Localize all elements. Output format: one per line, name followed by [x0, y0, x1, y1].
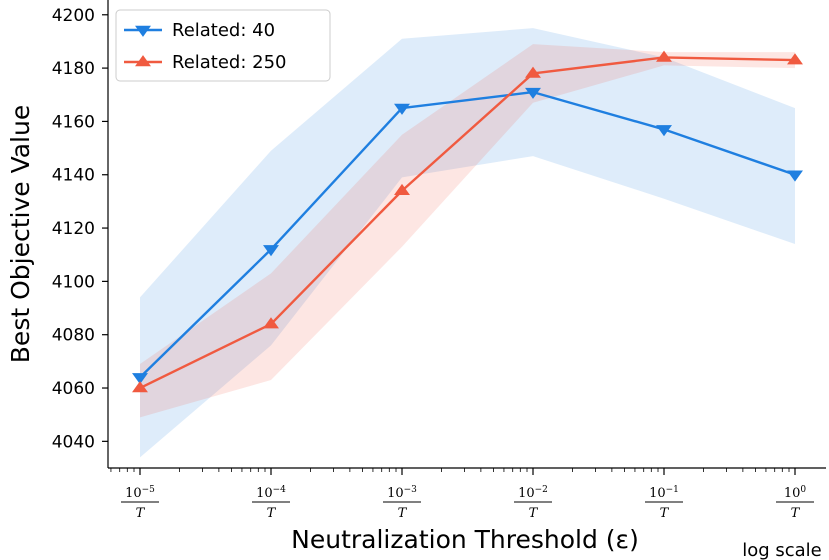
x-tick-label: 10−5 T [121, 485, 159, 521]
confidence-bands [140, 28, 795, 458]
data-point-marker [394, 183, 410, 196]
confidence-band [140, 28, 795, 458]
x-tick-label: 10−4 T [252, 485, 290, 521]
y-tick-label: 4040 [52, 432, 95, 452]
data-point-marker [525, 66, 541, 78]
x-tick-numerator: 100 [784, 485, 807, 501]
x-tick-numerator: 10−1 [649, 485, 679, 501]
x-tick-numerator: 10−5 [125, 485, 155, 501]
data-point-marker [394, 103, 410, 115]
x-axis-ticks: 10−5 T 10−4 T 10−3 T 10−2 T 10−1 T 100 T [121, 468, 814, 521]
data-point-marker [787, 170, 803, 182]
x-tick-label: 10−3 T [383, 485, 421, 521]
series-markers [132, 50, 803, 393]
x-axis-title: Neutralization Threshold (ε) [291, 525, 639, 554]
data-point-marker [132, 381, 148, 393]
series-lines [139, 56, 796, 390]
x-tick-label: 100 T [776, 485, 814, 521]
series-line [139, 90, 796, 379]
x-tick-numerator: 10−4 [256, 485, 286, 501]
data-point-marker [525, 87, 541, 99]
legend-swatch-marker [135, 25, 151, 37]
data-point-marker [787, 53, 803, 65]
series-line [139, 56, 796, 390]
legend: Related: 40 Related: 250 [115, 9, 331, 82]
legend-label: Related: 40 [172, 20, 275, 41]
x-tick-label: 10−1 T [645, 485, 683, 521]
x-tick-denominator: T [529, 506, 539, 521]
data-point-marker [132, 373, 148, 385]
y-tick-label: 4100 [52, 272, 95, 292]
legend-swatch-marker [135, 55, 151, 67]
y-tick-label: 4060 [52, 379, 95, 399]
x-tick-denominator: T [791, 506, 801, 521]
y-tick-label: 4160 [52, 112, 95, 132]
legend-item: Related: 40 [124, 20, 275, 41]
data-point-marker [656, 125, 672, 137]
x-tick-denominator: T [267, 506, 277, 521]
x-tick-denominator: T [660, 506, 670, 521]
legend-item: Related: 250 [124, 52, 287, 73]
log-scale-note: log scale [742, 540, 822, 560]
x-tick-numerator: 10−3 [387, 485, 417, 501]
data-point-marker [263, 245, 279, 257]
y-tick-label: 4120 [52, 219, 95, 239]
legend-label: Related: 250 [172, 52, 287, 73]
y-tick-label: 4180 [52, 59, 95, 79]
y-axis-title: Best Objective Value [6, 105, 35, 363]
legend-box [115, 9, 331, 82]
y-tick-label: 4140 [52, 166, 95, 186]
y-axis-ticks: 4040 4060 4080 4100 4120 4140 4160 4180 4200 [52, 6, 108, 452]
y-tick-label: 4200 [52, 6, 95, 26]
data-point-marker [263, 317, 279, 329]
x-tick-label: 10−2 T [514, 485, 552, 521]
x-tick-numerator: 10−2 [518, 485, 548, 501]
x-tick-denominator: T [136, 506, 146, 521]
confidence-band [140, 44, 795, 418]
x-tick-denominator: T [398, 506, 408, 521]
y-tick-label: 4080 [52, 326, 95, 346]
data-point-marker [656, 50, 672, 62]
x-axis-minor-ticks [110, 468, 790, 472]
